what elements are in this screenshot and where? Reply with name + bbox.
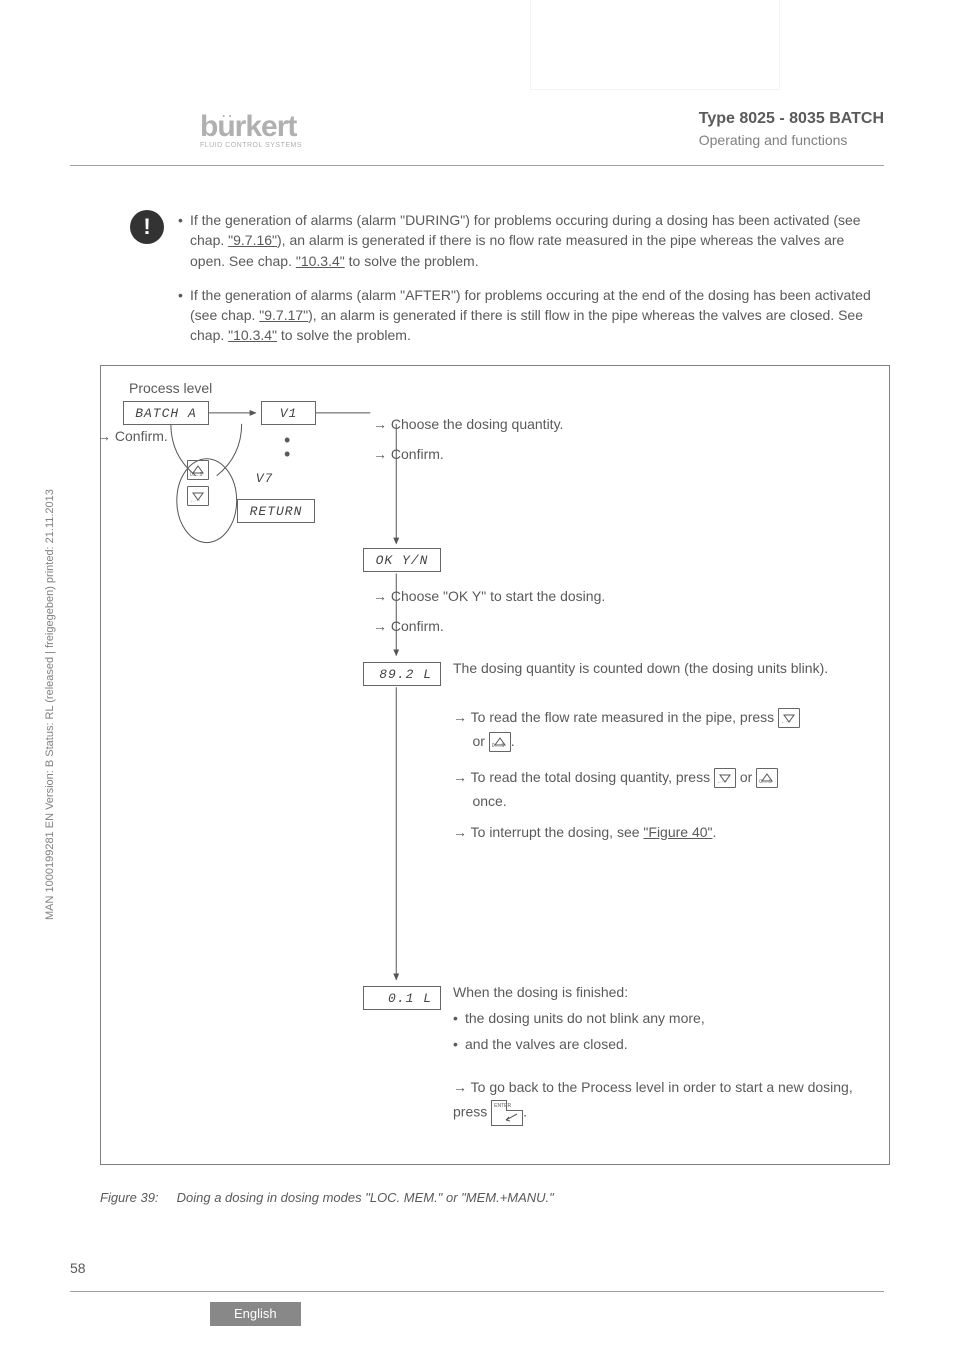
page-number: 58: [70, 1260, 86, 1276]
read-total-pre: To read the total dosing quantity, press: [471, 769, 714, 785]
warning-list: If the generation of alarms (alarm "DURI…: [178, 210, 879, 360]
warning-item-1: If the generation of alarms (alarm "DURI…: [178, 210, 879, 271]
final-box: 0.1 L: [363, 986, 441, 1010]
read-total-text: → To read the total dosing quantity, pre…: [453, 766, 883, 814]
warn1-link-a[interactable]: "9.7.16": [228, 232, 277, 248]
logo-text: .. burkert: [200, 110, 302, 144]
countdown-text: The dosing quantity is counted down (the…: [453, 659, 873, 679]
logo-umlaut: ..: [222, 106, 235, 120]
read-flow-pre: To read the flow rate measured in the pi…: [471, 709, 778, 725]
figure-num: Figure 39:: [100, 1190, 159, 1205]
process-level-label: Process level: [129, 380, 212, 396]
read-flow-text: → To read the flow rate measured in the …: [453, 706, 883, 754]
countdown-box: 89.2 L: [363, 662, 441, 686]
interrupt-end: .: [713, 824, 717, 840]
up-key-icon: 0.....9: [187, 460, 209, 480]
v1-box: V1: [261, 401, 316, 425]
enter-key-icon: ENTER: [491, 1100, 523, 1126]
choose-oky: Choose "OK Y" to start the dosing.: [373, 588, 605, 604]
once: once.: [469, 793, 507, 809]
goback-text: → To go back to the Process level in ord…: [453, 1076, 873, 1126]
or-1: or: [469, 733, 489, 749]
warning-block: ! If the generation of alarms (alarm "DU…: [130, 210, 879, 360]
v7-box: V7: [237, 466, 292, 490]
top-strip-decoration: [530, 0, 780, 90]
warning-item-2: If the generation of alarms (alarm "AFTE…: [178, 285, 879, 346]
footer-rule: [70, 1291, 884, 1292]
dot-1: .: [511, 733, 515, 749]
logo-word: burkert: [200, 110, 296, 143]
return-box: RETURN: [237, 499, 315, 523]
warn1-link-b[interactable]: "10.3.4": [296, 253, 345, 269]
confirm-2: Confirm.: [373, 446, 444, 462]
warn1-end: to solve the problem.: [345, 253, 479, 269]
ok-yn-box: OK Y/N: [363, 548, 441, 572]
choose-qty: Choose the dosing quantity.: [373, 416, 563, 432]
warn2-link-b[interactable]: "10.3.4": [228, 327, 277, 343]
dot-2: .: [523, 1104, 527, 1120]
warn2-end: to solve the problem.: [277, 327, 411, 343]
interrupt-link[interactable]: "Figure 40": [643, 824, 712, 840]
warn2-link-a[interactable]: "9.7.17": [259, 307, 308, 323]
down-key-inline-1: ←···: [778, 708, 800, 728]
finish-item-1: the dosing units do not blink any more,: [453, 1010, 873, 1026]
header-rule: [70, 165, 884, 166]
down-key-inline-2: ←···: [714, 768, 736, 788]
up-key-inline-1: 0.....9: [489, 732, 511, 752]
interrupt-pre: To interrupt the dosing, see: [471, 824, 644, 840]
diagram-container: Process level BATCH A Confirm. V1 • • V7…: [100, 365, 890, 1165]
finish-item-2: and the valves are closed.: [453, 1036, 873, 1052]
footer-language: English: [210, 1302, 301, 1326]
sidebar-meta: MAN 1000199281 EN Version: B Status: RL …: [44, 489, 56, 920]
doc-type: Type 8025 - 8035 BATCH: [699, 110, 884, 128]
up-key-inline-2: 0.....9: [756, 768, 778, 788]
batch-a-box: BATCH A: [123, 401, 209, 425]
finish-head: When the dosing is finished:: [453, 984, 873, 1000]
dots-2: •: [284, 444, 290, 465]
finish-list: the dosing units do not blink any more, …: [453, 1010, 873, 1062]
header-right: Type 8025 - 8035 BATCH Operating and fun…: [699, 110, 884, 148]
doc-subtitle: Operating and functions: [699, 132, 884, 148]
confirm-3: Confirm.: [373, 618, 444, 634]
figure-caption: Figure 39: Doing a dosing in dosing mode…: [100, 1190, 554, 1205]
logo: .. burkert FLUID CONTROL SYSTEMS: [200, 110, 302, 149]
warning-icon: !: [130, 210, 164, 244]
interrupt-text: → To interrupt the dosing, see "Figure 4…: [453, 824, 883, 840]
or-2: or: [736, 769, 756, 785]
down-key-icon: ←···: [187, 486, 209, 506]
page-header: .. burkert FLUID CONTROL SYSTEMS Type 80…: [200, 110, 884, 149]
warn1-mid: ), an alarm is generated if there is no …: [190, 232, 844, 268]
figure-text: Doing a dosing in dosing modes "LOC. MEM…: [177, 1190, 554, 1205]
confirm-1: Confirm.: [97, 428, 168, 444]
